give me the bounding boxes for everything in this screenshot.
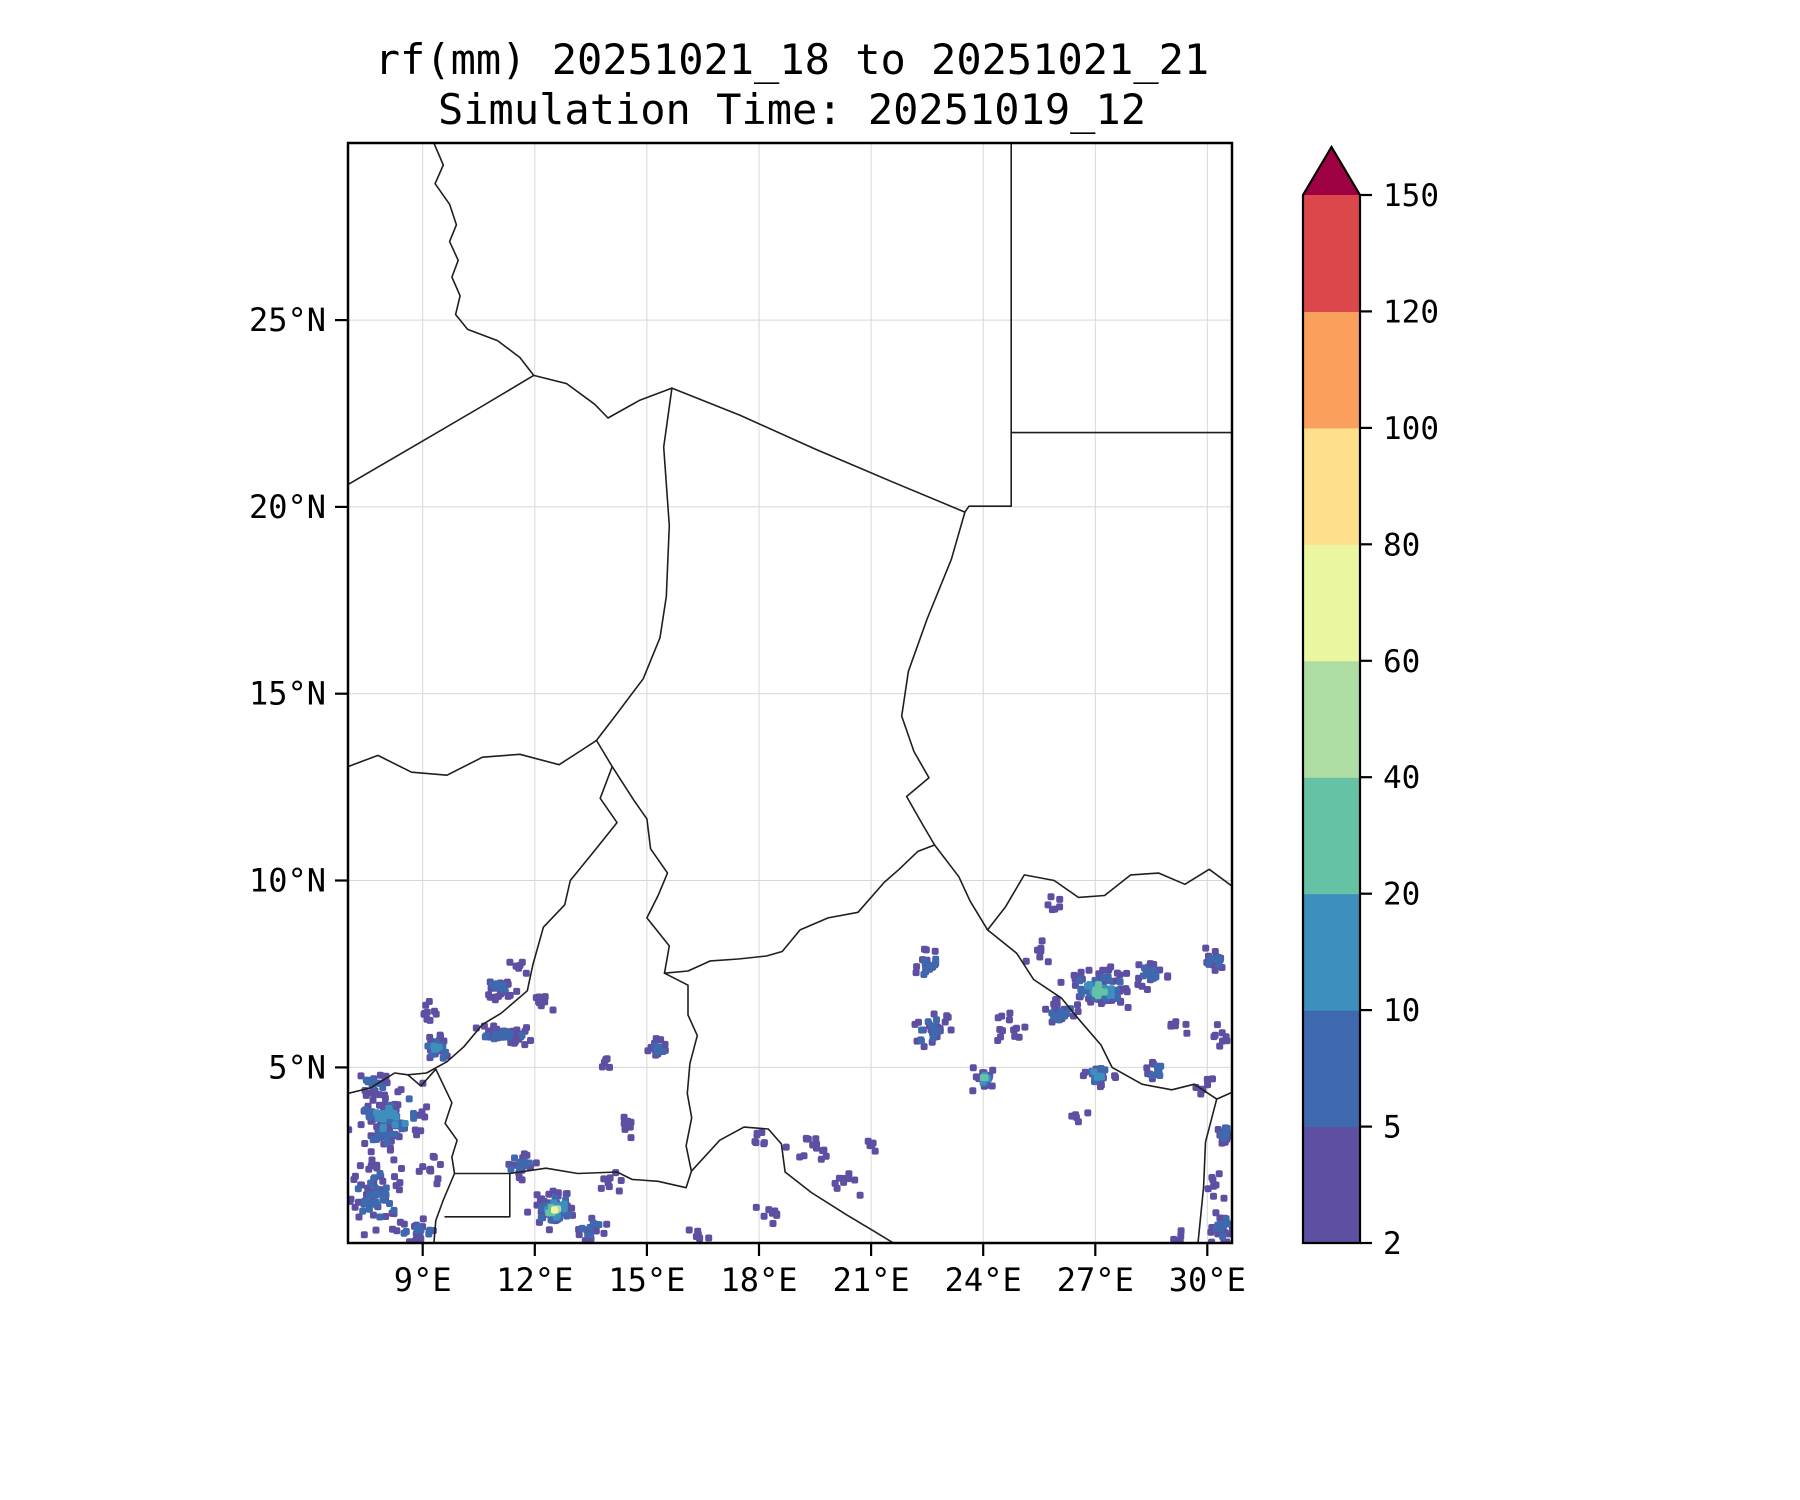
colorbar-segment xyxy=(1303,427,1360,545)
x-tick-label: 9°E xyxy=(394,1261,452,1299)
colorbar-tick-label: 20 xyxy=(1383,877,1420,913)
colorbar-tick-label: 40 xyxy=(1383,760,1420,796)
y-tick-label: 5°N xyxy=(268,1048,326,1086)
plot-title: rf(mm) 20251021_18 to 20251021_21 xyxy=(374,35,1210,84)
y-tick-label: 10°N xyxy=(249,862,326,900)
x-tick-label: 18°E xyxy=(720,1261,797,1299)
y-tick-label: 25°N xyxy=(249,301,326,339)
rain-field xyxy=(348,893,1232,1243)
y-tick-label: 15°N xyxy=(249,675,326,713)
colorbar-segment xyxy=(1303,777,1360,895)
colorbar-segment xyxy=(1303,544,1360,662)
colorbar-over-arrow xyxy=(1303,147,1360,195)
y-axis: 5°N 10°N 15°N 20°N 25°N xyxy=(249,301,348,1086)
colorbar-segment xyxy=(1303,1010,1360,1128)
x-tick-label: 21°E xyxy=(833,1261,910,1299)
gridlines xyxy=(348,143,1232,1243)
colorbar: 2 5 10 20 40 60 80 100 120 150 xyxy=(1301,144,1439,1262)
colorbar-tick-label: 10 xyxy=(1383,993,1420,1029)
colorbar-segment xyxy=(1303,893,1360,1011)
colorbar-outline xyxy=(1301,144,1362,1245)
colorbar-tick-label: 2 xyxy=(1383,1226,1402,1262)
colorbar-segment xyxy=(1303,660,1360,778)
colorbar-segment xyxy=(1303,195,1360,312)
colorbar-tick-label: 80 xyxy=(1383,527,1420,563)
country-borders xyxy=(348,143,1232,1243)
colorbar-segment xyxy=(1303,311,1360,429)
colorbar-segment xyxy=(1303,1126,1360,1244)
x-axis: 9°E 12°E 15°E 18°E 21°E 24°E 27°E 30°E xyxy=(394,1243,1246,1299)
colorbar-tick-label: 100 xyxy=(1383,411,1439,447)
x-tick-label: 15°E xyxy=(608,1261,685,1299)
x-tick-label: 27°E xyxy=(1057,1261,1134,1299)
x-tick-label: 24°E xyxy=(945,1261,1022,1299)
plot-subtitle: Simulation Time: 20251019_12 xyxy=(437,85,1146,134)
colorbar-tick-label: 60 xyxy=(1383,644,1420,680)
colorbar-tick-label: 120 xyxy=(1383,294,1439,330)
x-tick-label: 30°E xyxy=(1169,1261,1246,1299)
colorbar-tick-label: 150 xyxy=(1383,178,1439,214)
x-tick-label: 12°E xyxy=(496,1261,573,1299)
y-tick-label: 20°N xyxy=(249,488,326,526)
colorbar-tick-label: 5 xyxy=(1383,1110,1402,1146)
